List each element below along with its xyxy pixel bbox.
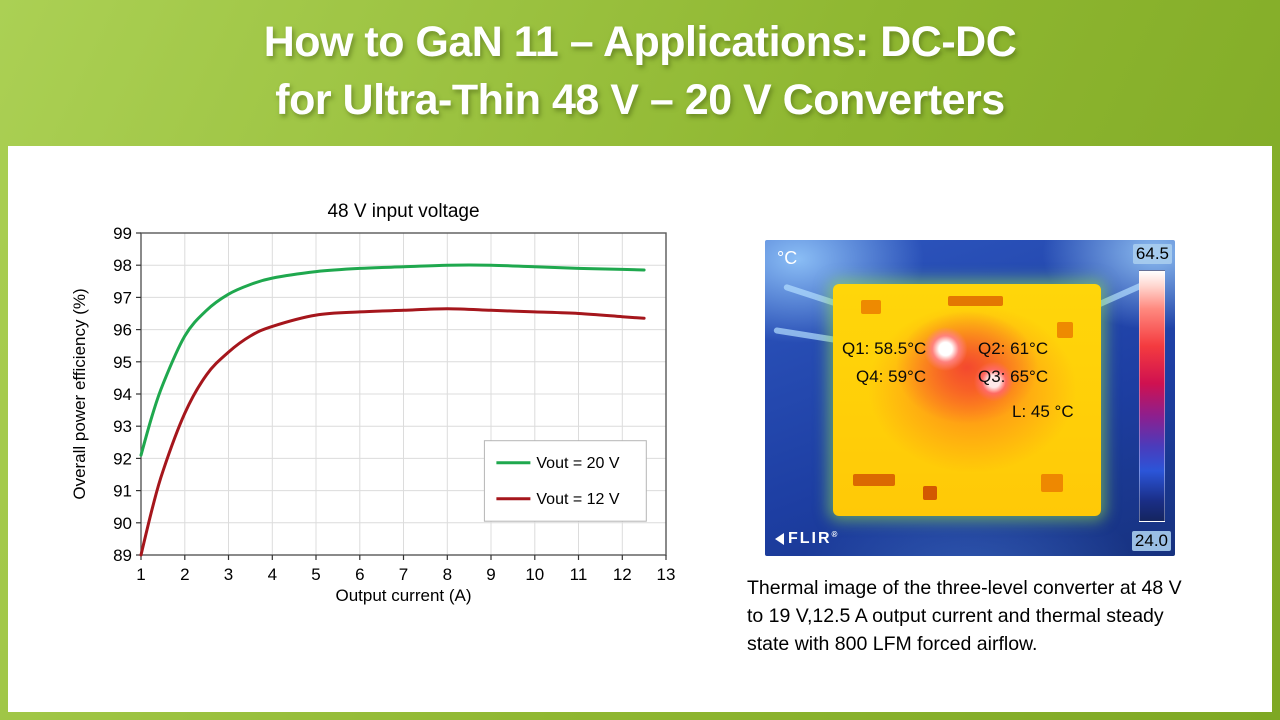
content-panel: 48 V input voltage 1 2 3 4 5 6 7 8 9 10 11 12 13 89 90… (8, 146, 1272, 712)
thermal-caption: Thermal image of the three-level convert… (747, 577, 1182, 655)
svg-text:12: 12 (613, 565, 632, 584)
svg-text:2: 2 (180, 565, 189, 584)
pcb-component (1057, 322, 1073, 338)
svg-text:95: 95 (113, 353, 132, 372)
svg-text:99: 99 (113, 224, 132, 243)
svg-text:5: 5 (311, 565, 320, 584)
pcb-component (1041, 474, 1063, 492)
svg-text:91: 91 (113, 482, 132, 501)
svg-text:6: 6 (355, 565, 364, 584)
svg-text:4: 4 (268, 565, 277, 584)
svg-text:9: 9 (486, 565, 495, 584)
svg-text:8: 8 (443, 565, 452, 584)
flir-logo-text: FLIR (788, 530, 832, 547)
svg-text:11: 11 (570, 565, 588, 584)
svg-text:97: 97 (113, 288, 132, 307)
annotation-q2-temp: Q2: 61°C (978, 339, 1049, 358)
svg-text:Overall power efficiency (%): Overall power efficiency (%) (70, 288, 89, 499)
temperature-unit-label: °C (777, 248, 798, 268)
svg-text:3: 3 (224, 565, 233, 584)
annotation-inductor-temp: L: 45 °C (1012, 402, 1074, 421)
pcb-component (853, 474, 895, 486)
efficiency-plot: 1 2 3 4 5 6 7 8 9 10 11 12 138990919293949596979899O… (70, 224, 676, 605)
chart-title: 48 V input voltage (327, 201, 480, 222)
svg-text:10: 10 (525, 565, 544, 584)
slide-title-line-2: for Ultra-Thin 48 V – 20 V Converters (275, 76, 1005, 124)
temperature-scale-bar (1139, 270, 1165, 522)
flir-logo: FLIR® (775, 530, 839, 548)
thermal-image: °C Q1: 58.5°C Q2: 61°C Q4: 59°C Q3: 65°C… (765, 240, 1175, 556)
svg-text:13: 13 (657, 565, 676, 584)
flir-logo-icon (775, 533, 784, 545)
pcb-component (923, 486, 937, 500)
circuit-board-thermal (833, 284, 1101, 516)
svg-text:Vout = 12 V: Vout = 12 V (536, 491, 620, 508)
scale-min-value: 24.0 (1131, 531, 1171, 551)
annotation-q3-temp: Q3: 65°C (978, 367, 1049, 386)
title-banner: How to GaN 11 – Applications: DC-DC for … (0, 0, 1280, 146)
slide-title-line-1: How to GaN 11 – Applications: DC-DC (263, 18, 1017, 66)
svg-text:96: 96 (113, 321, 132, 340)
annotation-q4-temp: Q4: 59°C (856, 367, 927, 386)
svg-text:98: 98 (113, 256, 132, 275)
svg-text:Vout = 20 V: Vout = 20 V (536, 455, 620, 472)
svg-text:7: 7 (399, 565, 408, 584)
pcb-component (861, 300, 881, 314)
scale-max-value: 64.5 (1132, 244, 1172, 264)
svg-text:94: 94 (113, 385, 132, 404)
pcb-component (948, 296, 1003, 306)
svg-text:93: 93 (113, 417, 132, 436)
registered-mark: ® (831, 530, 840, 539)
svg-text:1: 1 (136, 565, 145, 584)
svg-text:89: 89 (113, 546, 132, 565)
annotation-q1-temp: Q1: 58.5°C (842, 339, 927, 358)
svg-text:90: 90 (113, 514, 132, 533)
svg-text:Output current (A): Output current (A) (335, 586, 471, 605)
svg-text:92: 92 (113, 449, 132, 468)
